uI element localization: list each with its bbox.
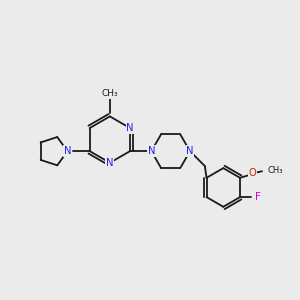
Text: CH₃: CH₃: [267, 166, 283, 175]
Text: N: N: [148, 146, 155, 156]
Text: N: N: [126, 123, 134, 133]
Text: N: N: [186, 146, 194, 156]
Text: CH₃: CH₃: [102, 89, 118, 98]
Text: N: N: [106, 158, 114, 168]
Text: O: O: [249, 168, 256, 178]
Text: N: N: [64, 146, 71, 156]
Text: F: F: [255, 192, 261, 202]
